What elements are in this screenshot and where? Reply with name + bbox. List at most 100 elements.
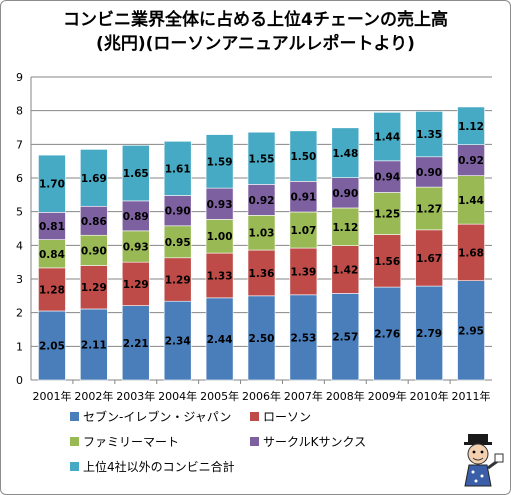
data-label: 0.94 <box>374 172 400 184</box>
data-label: 0.90 <box>332 188 358 200</box>
data-label: 1.33 <box>207 270 233 282</box>
bar-segment <box>80 205 108 236</box>
data-label: 2.57 <box>332 332 358 344</box>
bar-segment <box>373 112 402 162</box>
bar-segment <box>163 195 192 227</box>
bar-segment <box>163 300 192 381</box>
bar-segment <box>121 145 150 202</box>
legend-item: サークルKサンクス <box>250 433 366 450</box>
data-label: 2.53 <box>290 332 316 344</box>
data-label: 1.55 <box>249 153 275 165</box>
cartoon-mascot-icon <box>464 434 504 487</box>
data-label: 0.92 <box>458 155 484 167</box>
data-label: 2.05 <box>39 340 65 352</box>
data-label: 1.56 <box>374 256 400 268</box>
bar-segment <box>80 149 108 207</box>
data-label: 1.65 <box>123 168 149 180</box>
bar-segment <box>163 225 192 259</box>
x-tick-label: 2001年 <box>32 389 71 403</box>
bar-segment <box>163 257 192 302</box>
data-label: 2.44 <box>207 334 233 346</box>
bar-segment <box>247 184 276 216</box>
bar-segment <box>457 280 485 381</box>
data-label: 2.95 <box>458 325 484 337</box>
data-label: 2.50 <box>249 333 275 345</box>
bar-segment <box>415 156 443 188</box>
data-label: 0.84 <box>39 249 65 261</box>
data-label: 2.79 <box>416 328 442 340</box>
y-tick-label: 5 <box>16 206 23 219</box>
bar-segment <box>38 239 66 269</box>
bar-segment <box>247 295 276 381</box>
legend-label: 上位4社以外のコンビニ合計 <box>83 460 235 474</box>
x-tick-label: 2006年 <box>242 389 281 403</box>
data-label: 1.12 <box>332 222 358 234</box>
bar-segment <box>205 297 234 381</box>
x-tick-label: 2003年 <box>116 389 155 403</box>
data-label: 1.69 <box>81 173 107 185</box>
bar-segment <box>331 207 360 246</box>
data-label: 1.67 <box>416 253 442 265</box>
legend-label: ファミリーマート <box>83 435 180 449</box>
bar-segment <box>331 177 360 209</box>
bar-segment <box>331 245 360 294</box>
legend-item: ファミリーマート <box>70 433 179 450</box>
bar-segment <box>80 265 108 310</box>
bar-segment <box>38 310 66 381</box>
data-label: 0.92 <box>249 195 275 207</box>
bar-segment <box>205 219 234 254</box>
bar-segment <box>205 134 234 189</box>
title-line-2: (兆円)(ローソンアニュアルレポートより) <box>96 34 415 54</box>
legend-swatch <box>250 437 259 446</box>
bar-segment <box>415 111 443 158</box>
data-label: 1.70 <box>39 179 65 191</box>
legend-swatch <box>70 412 79 421</box>
bar-segment <box>289 211 318 249</box>
data-label: 0.91 <box>290 192 316 204</box>
bar-segment <box>38 212 66 240</box>
data-label: 1.00 <box>207 231 233 243</box>
y-tick-label: 6 <box>16 172 23 185</box>
bar-segment <box>289 294 318 381</box>
data-label: 1.12 <box>458 121 484 133</box>
data-label: 2.11 <box>81 339 107 351</box>
legend-item: ローソン <box>250 408 311 425</box>
bar-segment <box>247 215 276 251</box>
x-tick-label: 2004年 <box>158 389 197 403</box>
bar-segment <box>289 247 318 296</box>
bar-segment <box>289 181 318 213</box>
bar-segment <box>121 305 150 381</box>
data-label: 1.59 <box>207 156 233 168</box>
y-tick-label: 7 <box>16 138 23 151</box>
data-label: 1.27 <box>416 203 442 215</box>
x-tick-label: 2002年 <box>74 389 113 403</box>
data-label: 0.90 <box>165 206 191 218</box>
data-label: 1.25 <box>374 209 400 221</box>
y-tick-label: 1 <box>16 340 23 353</box>
data-label: 1.50 <box>290 151 316 163</box>
bar-segment <box>457 223 485 281</box>
data-label: 0.95 <box>165 237 191 249</box>
x-tick-label: 2011年 <box>452 389 491 403</box>
legend-item: セブン-イレブン・ジャパン <box>70 408 231 425</box>
bar-segment <box>247 249 276 297</box>
x-tick-label: 2010年 <box>410 389 449 403</box>
legend-swatch <box>250 412 259 421</box>
x-tick-label: 2007年 <box>284 389 323 403</box>
data-label: 1.07 <box>290 225 316 237</box>
data-label: 1.68 <box>458 247 484 259</box>
bar-segment <box>373 192 402 235</box>
y-tick-label: 3 <box>16 273 23 286</box>
legend-label: セブン-イレブン・ジャパン <box>83 410 232 424</box>
y-tick-label: 9 <box>16 71 23 84</box>
legend-label: サークルKサンクス <box>263 435 367 449</box>
legend-item: 上位4社以外のコンビニ合計 <box>70 458 235 475</box>
y-tick-label: 2 <box>16 307 23 320</box>
data-label: 0.93 <box>207 199 233 211</box>
data-label: 1.29 <box>81 282 107 294</box>
bar-segment <box>121 230 150 263</box>
bar-segment <box>289 130 318 182</box>
chart-title: コンビニ業界全体に占める上位4チェーンの売上高 (兆円)(ローソンアニュアルレポ… <box>0 8 511 56</box>
bar-segment <box>331 293 360 381</box>
data-label: 2.21 <box>123 338 149 350</box>
